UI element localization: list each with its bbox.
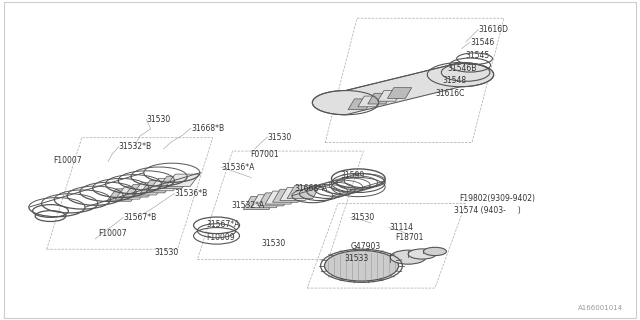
Text: 31668*B: 31668*B: [191, 124, 224, 132]
Text: 31567*A: 31567*A: [206, 220, 240, 229]
Polygon shape: [157, 176, 191, 189]
Text: 31530: 31530: [351, 213, 375, 222]
Polygon shape: [166, 174, 200, 187]
Text: 31574 (9403-     ): 31574 (9403- ): [454, 206, 521, 215]
Text: 31616C: 31616C: [435, 89, 465, 98]
Polygon shape: [280, 188, 313, 200]
Polygon shape: [348, 99, 372, 109]
Polygon shape: [132, 182, 166, 195]
Ellipse shape: [324, 251, 399, 281]
Polygon shape: [149, 178, 182, 191]
Text: 31533: 31533: [344, 254, 369, 263]
Text: F18701: F18701: [396, 233, 424, 242]
Polygon shape: [387, 88, 412, 98]
Polygon shape: [251, 195, 284, 208]
Text: 31530: 31530: [147, 115, 170, 124]
Text: 31530: 31530: [268, 132, 292, 141]
Text: 31536*A: 31536*A: [221, 163, 254, 172]
Text: F10007: F10007: [53, 156, 82, 165]
Text: 31599: 31599: [340, 171, 365, 180]
Text: 31536*B: 31536*B: [174, 189, 207, 198]
Text: 31532*B: 31532*B: [119, 142, 152, 151]
Text: 31114: 31114: [389, 223, 413, 232]
Polygon shape: [243, 196, 276, 210]
Text: A166001014: A166001014: [578, 305, 623, 311]
Polygon shape: [258, 193, 291, 206]
Polygon shape: [265, 191, 298, 204]
Polygon shape: [140, 180, 174, 193]
Polygon shape: [107, 189, 141, 201]
Ellipse shape: [408, 249, 436, 259]
Polygon shape: [358, 96, 382, 107]
Text: F19802(9309-9402): F19802(9309-9402): [460, 194, 535, 204]
Polygon shape: [287, 186, 320, 199]
Text: 31546B: 31546B: [448, 64, 477, 73]
Text: 31668*A: 31668*A: [294, 184, 328, 193]
Text: F10009: F10009: [206, 233, 235, 242]
Text: 31616D: 31616D: [478, 25, 508, 34]
Text: 31545: 31545: [466, 51, 490, 60]
Text: 31532*A: 31532*A: [232, 201, 265, 210]
Polygon shape: [124, 185, 157, 197]
Text: 31546: 31546: [470, 38, 494, 47]
Text: F07001: F07001: [250, 150, 278, 159]
Polygon shape: [378, 91, 402, 101]
Polygon shape: [273, 189, 306, 202]
Ellipse shape: [390, 250, 426, 264]
Polygon shape: [368, 93, 392, 104]
Text: 31530: 31530: [154, 248, 178, 257]
Polygon shape: [312, 62, 493, 115]
Text: 31548: 31548: [443, 76, 467, 85]
Ellipse shape: [424, 247, 447, 256]
Text: 31567*B: 31567*B: [124, 213, 157, 222]
Polygon shape: [115, 187, 149, 199]
Text: 31530: 31530: [261, 239, 285, 248]
Text: G47903: G47903: [351, 242, 381, 251]
Text: F10007: F10007: [98, 229, 126, 238]
